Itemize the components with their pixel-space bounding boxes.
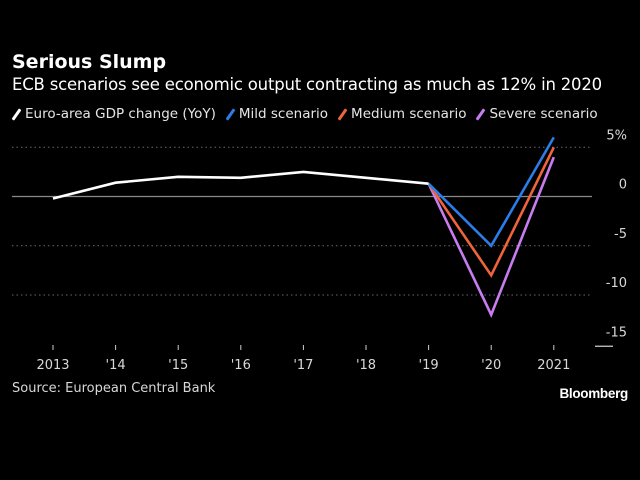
legend-label-medium: Medium scenario — [351, 106, 467, 122]
x-tick-label: '20 — [481, 358, 501, 373]
x-tick-label: '16 — [231, 358, 251, 373]
y-tick-label: -10 — [606, 276, 627, 291]
bloomberg-logo: Bloomberg — [559, 386, 628, 401]
legend-item-mild: Mild scenario — [225, 106, 329, 122]
y-tick-label: 5% — [606, 128, 627, 143]
legend-item-gdp: Euro-area GDP change (YoY) — [11, 106, 216, 122]
legend: Euro-area GDP change (YoY) Mild scenario… — [11, 106, 598, 122]
y-axis: 5% 0 -5 -10 -15 — [595, 128, 627, 347]
x-tick-label: '19 — [419, 358, 439, 373]
legend-label-severe: Severe scenario — [489, 106, 598, 122]
series-line-medium-scenario — [427, 146, 555, 278]
y-tick-label: 0 — [619, 178, 627, 193]
x-tick-label: '17 — [293, 358, 313, 373]
series-line-mild-scenario — [427, 136, 555, 248]
x-tick-label: '18 — [356, 358, 376, 373]
chart-title: Serious Slump — [12, 51, 167, 73]
legend-label-mild: Mild scenario — [238, 106, 329, 122]
x-tick-label: '15 — [168, 358, 188, 373]
x-tick-label: '14 — [106, 358, 126, 373]
x-tick-label: 2021 — [537, 358, 570, 373]
series-line-euro-area-gdp-change-yoy — [52, 170, 429, 200]
legend-label-gdp: Euro-area GDP change (YoY) — [25, 106, 216, 122]
y-tick-label: -5 — [614, 227, 627, 242]
series-line-severe-scenario — [427, 156, 556, 318]
legend-item-medium: Medium scenario — [337, 106, 467, 122]
chart-subtitle: ECB scenarios see economic output contra… — [12, 75, 602, 94]
gridlines — [12, 146, 592, 296]
source-note: Source: European Central Bank — [12, 381, 216, 396]
y-tick-label: -15 — [606, 325, 627, 340]
legend-item-severe: Severe scenario — [476, 106, 598, 122]
series-lines — [52, 136, 556, 318]
x-tick-label: 2013 — [36, 358, 69, 373]
x-axis: 2013 '14 '15 '16 '17 '18 '19 '20 2021 — [36, 345, 570, 373]
